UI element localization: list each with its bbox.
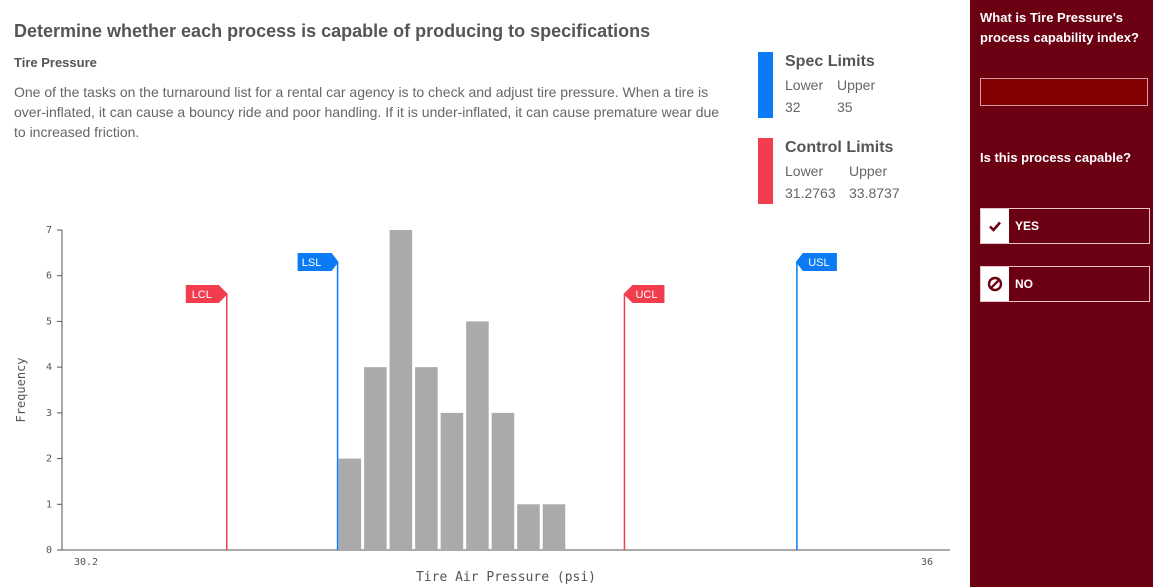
process-name: Tire Pressure: [14, 55, 97, 70]
spec-lower-value: 32: [785, 99, 801, 115]
control-limits-heading: Control Limits: [785, 139, 894, 156]
control-upper-value: 33.8737: [849, 185, 900, 201]
lsl-flag: [297, 253, 339, 271]
control-upper-label: Upper: [849, 163, 888, 179]
x-tick-label-min: 30.2: [74, 557, 98, 568]
y-axis-label: Frequency: [14, 357, 28, 422]
histogram-bar: [542, 504, 566, 550]
x-tick-label-max: 36: [921, 557, 933, 568]
spec-upper-label: Upper: [837, 77, 876, 93]
lcl-flag: [185, 285, 228, 303]
histogram-bar: [517, 504, 540, 550]
y-tick-label: 3: [46, 408, 52, 419]
process-description: One of the tasks on the turnaround list …: [14, 84, 720, 140]
histogram-bar: [466, 321, 489, 550]
y-tick-label: 2: [46, 454, 52, 465]
histogram-bar: [364, 367, 387, 550]
yes-button[interactable]: YES: [980, 208, 1150, 244]
spec-limits-heading: Spec Limits: [785, 53, 875, 70]
prohibited-icon: [981, 267, 1009, 301]
control-lower-label: Lower: [785, 163, 824, 179]
usl-flag-label: USL: [808, 257, 829, 269]
y-tick-label: 0: [46, 545, 52, 556]
capability-index-question: What is Tire Pressure's process capabili…: [980, 10, 1139, 45]
capable-question: Is this process capable?: [980, 150, 1132, 165]
lsl-flag-label: LSL: [302, 257, 322, 269]
no-button[interactable]: NO: [980, 266, 1150, 302]
y-tick-label: 7: [46, 225, 52, 236]
spec-lower-label: Lower: [785, 77, 824, 93]
control-limits-color-bar: [758, 138, 773, 204]
no-label: NO: [1015, 277, 1033, 291]
yes-label: YES: [1015, 219, 1040, 233]
lcl-flag-label: LCL: [192, 289, 212, 301]
ucl-flag: [623, 285, 665, 303]
spec-limits-color-bar: [758, 52, 773, 118]
page-title: Determine whether each process is capabl…: [14, 21, 651, 41]
histogram-bar: [389, 230, 413, 550]
spec-upper-value: 35: [837, 99, 853, 115]
usl-flag: [795, 253, 837, 271]
histogram-bar: [415, 367, 438, 550]
y-tick-label: 1: [46, 499, 52, 510]
main-panel: Determine whether each process is capabl…: [14, 21, 950, 585]
control-lower-value: 31.2763: [785, 185, 836, 201]
x-axis-label: Tire Air Pressure (psi): [416, 570, 596, 585]
question-sidebar: What is Tire Pressure's process capabili…: [970, 0, 1153, 587]
checkmark-icon: [981, 209, 1009, 243]
capability-index-input[interactable]: [980, 78, 1148, 106]
ucl-flag-label: UCL: [635, 289, 657, 301]
histogram-chart: 0 1 2 3 4 5 6 7 30.2 36 Tire Air Pressure (psi) Fre…: [14, 225, 950, 585]
histogram-bar: [491, 412, 515, 550]
y-tick-label: 5: [46, 316, 52, 327]
y-tick-label: 4: [46, 362, 52, 373]
histogram-bar: [440, 412, 464, 550]
y-tick-label: 6: [46, 271, 52, 282]
histogram-bar: [338, 458, 362, 550]
